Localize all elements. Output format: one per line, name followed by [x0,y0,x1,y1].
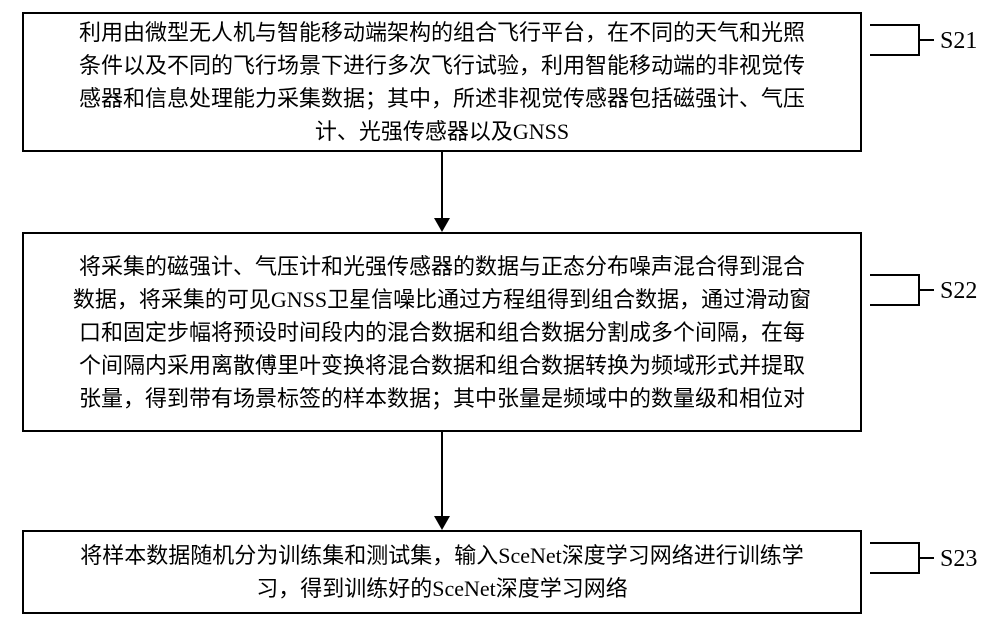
flow-step-s22: 将采集的磁强计、气压计和光强传感器的数据与正态分布噪声混合得到混合 数据，将采集… [22,232,862,432]
arrow-s22-s23 [432,432,452,530]
label-s22: S22 [940,278,977,305]
bracket-s22 [870,274,920,306]
flow-step-s22-text: 将采集的磁强计、气压计和光强传感器的数据与正态分布噪声混合得到混合 数据，将采集… [24,244,860,421]
label-s21: S21 [940,28,977,55]
arrow-s21-s22 [432,152,452,232]
flow-step-s21: 利用由微型无人机与智能移动端架构的组合飞行平台，在不同的天气和光照 条件以及不同… [22,12,862,152]
bracket-s21 [870,24,920,56]
bracket-s23 [870,542,920,574]
flow-step-s23-text: 将样本数据随机分为训练集和测试集，输入SceNet深度学习网络进行训练学 习，得… [24,533,860,611]
flow-step-s21-text: 利用由微型无人机与智能移动端架构的组合飞行平台，在不同的天气和光照 条件以及不同… [24,10,860,154]
flow-step-s23: 将样本数据随机分为训练集和测试集，输入SceNet深度学习网络进行训练学 习，得… [22,530,862,614]
label-s23: S23 [940,546,977,573]
